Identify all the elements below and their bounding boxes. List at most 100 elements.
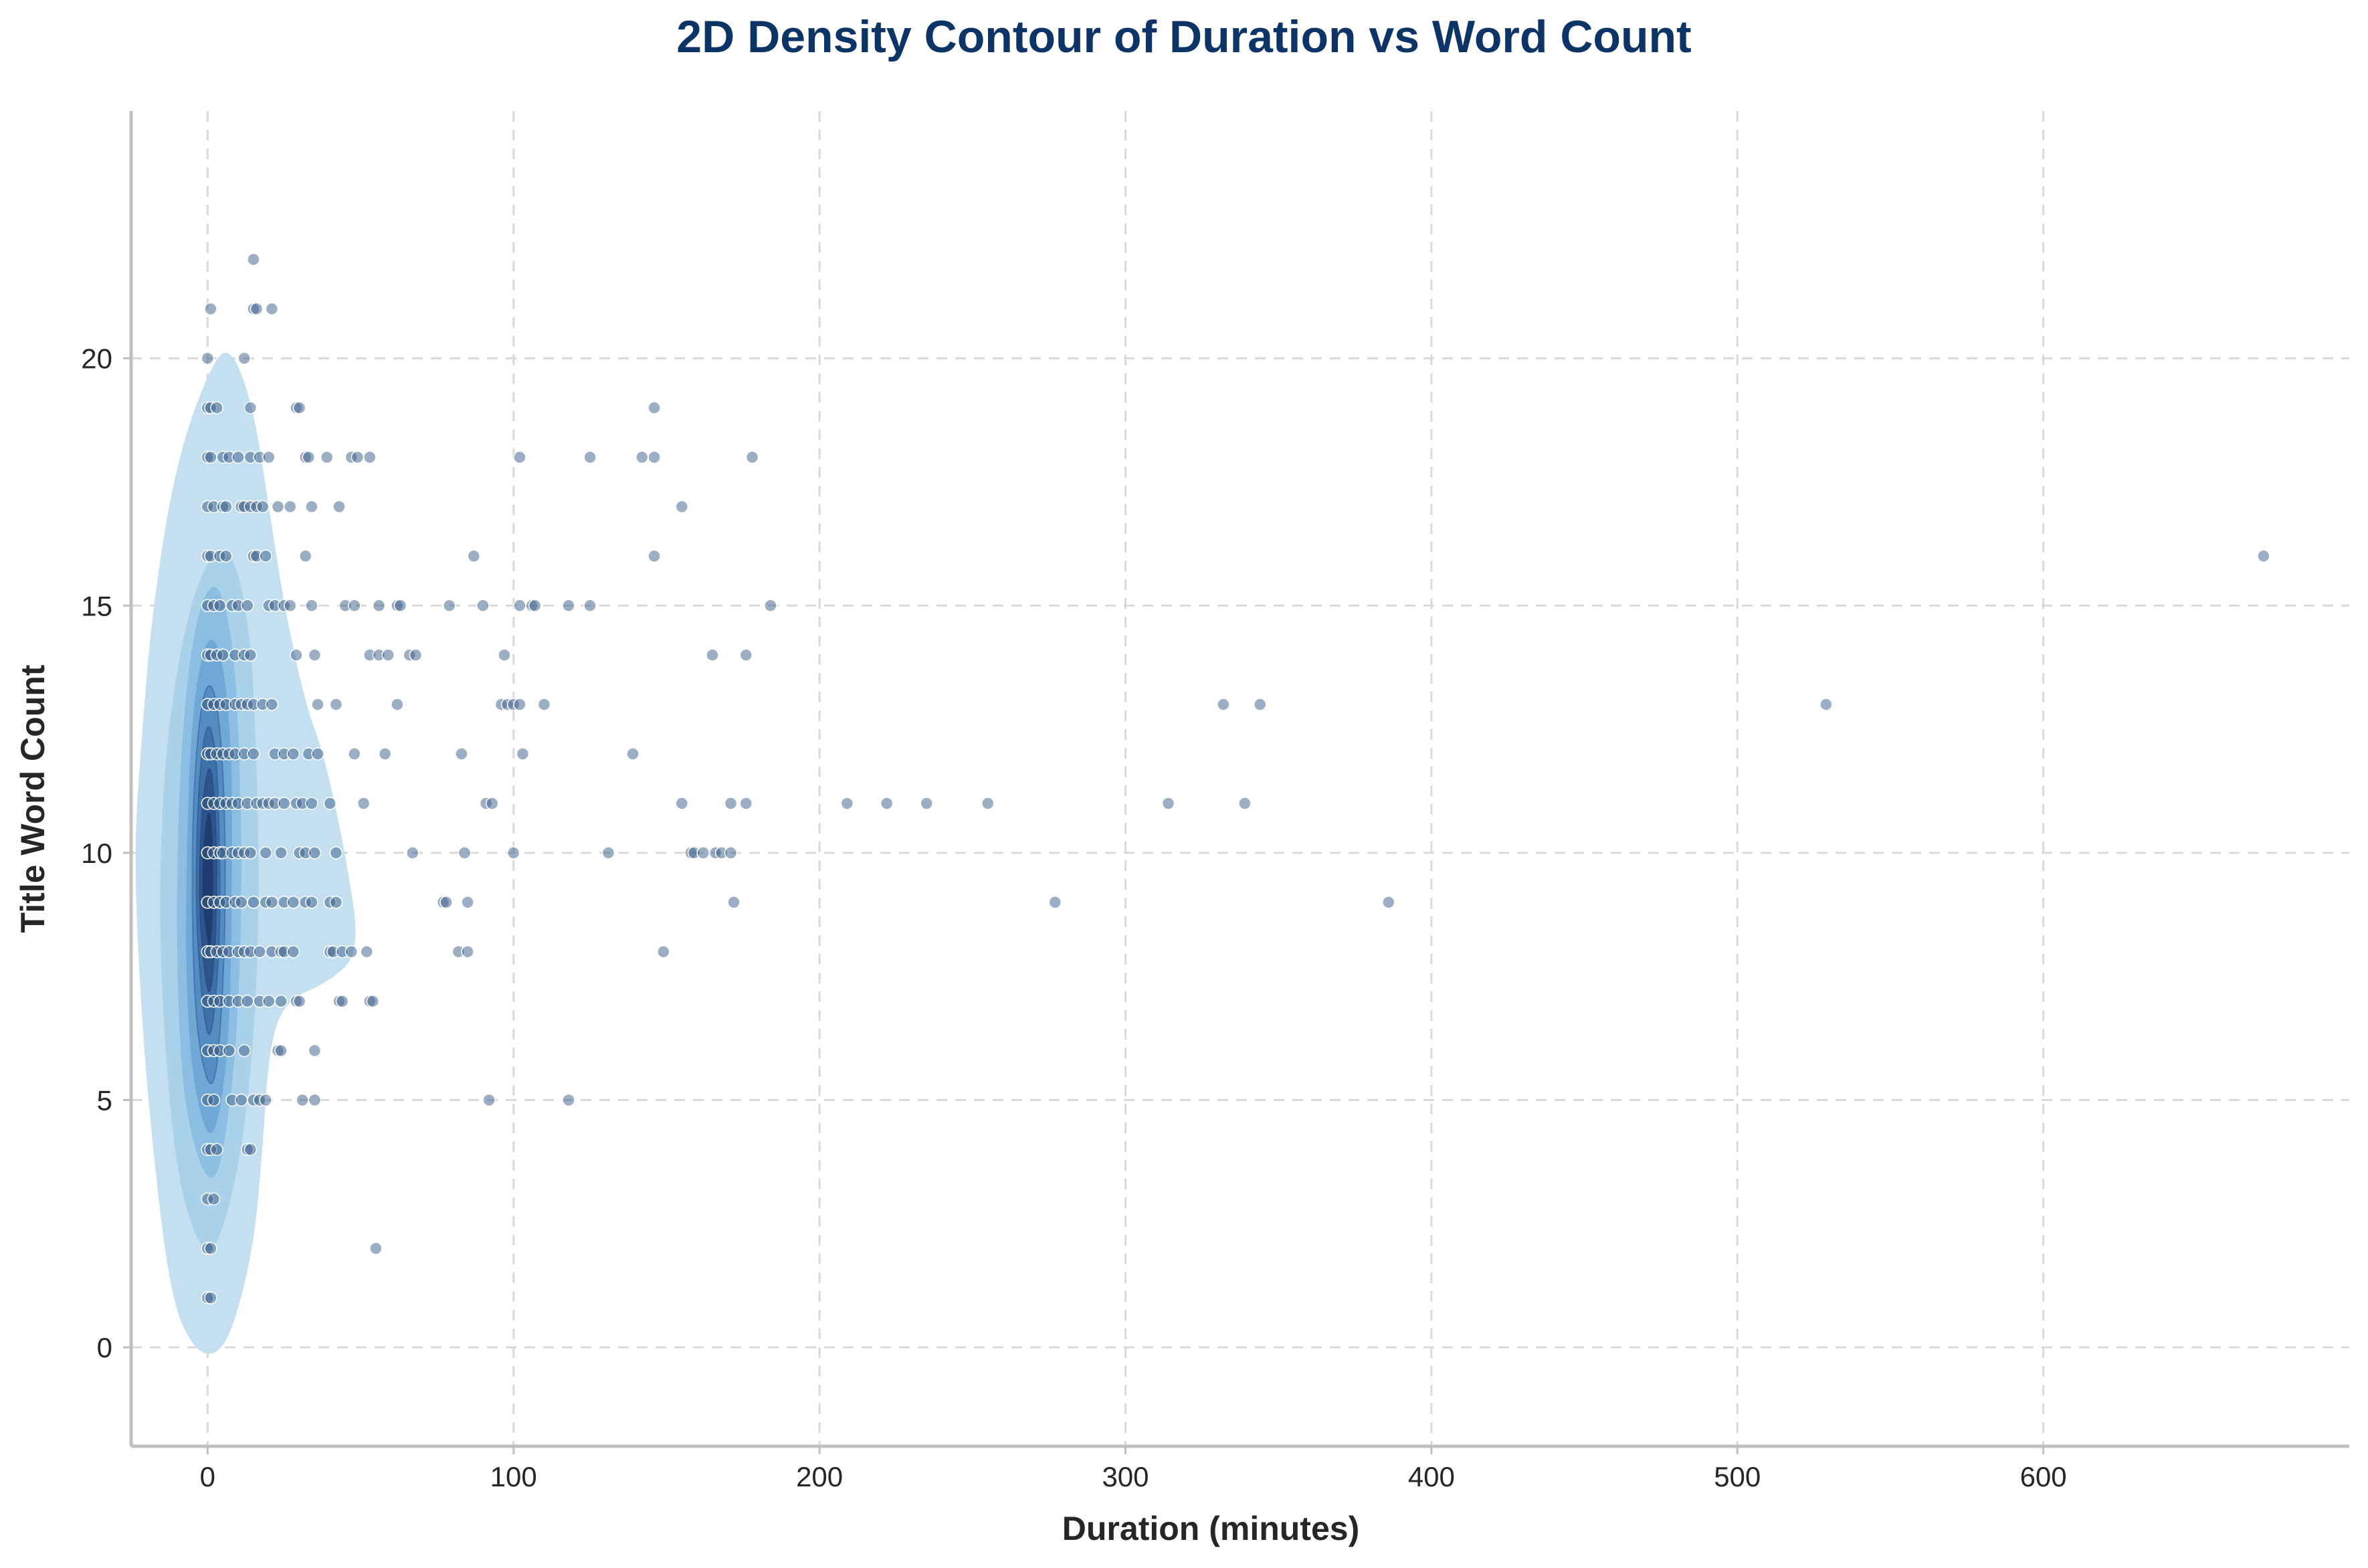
data-point [305,896,318,909]
data-point [513,698,526,711]
data-point [840,797,854,810]
data-point [357,797,371,810]
contour-level-8 [201,811,214,949]
data-point [381,648,395,662]
data-point [739,797,753,810]
data-point [298,549,312,563]
data-point [696,846,710,860]
data-point [528,599,542,613]
data-point [210,401,223,415]
data-point [305,500,318,514]
data-point [219,500,233,514]
data-point [296,1093,309,1107]
data-point [1217,698,1230,711]
chart-title: 2D Density Contour of Duration vs Word C… [676,11,1691,62]
data-point [243,846,258,860]
data-point [1238,797,1252,810]
data-point [292,401,306,415]
data-point [648,549,661,563]
data-point [406,846,419,860]
data-point [648,450,661,464]
data-point [231,450,245,464]
data-point [461,896,474,909]
data-point [286,945,300,959]
data-point [537,698,551,711]
data-point [583,599,597,613]
y-tick-label: 5 [97,1085,112,1116]
data-point [259,846,272,860]
data-point [745,450,759,464]
data-point [1253,698,1267,711]
data-point [262,994,276,1008]
data-point [213,599,227,613]
x-tick-label: 200 [796,1461,843,1492]
data-point [265,896,279,909]
data-point [1819,698,1833,711]
data-point [204,302,217,316]
data-point [626,747,639,761]
grid-lines [131,111,2349,1446]
data-point [439,896,453,909]
data-point [207,1093,221,1107]
scatter-points [201,253,2270,1304]
data-point [305,797,318,810]
data-point [311,698,324,711]
data-point [583,450,597,464]
y-tick-label: 20 [81,343,112,375]
data-point [409,648,423,662]
data-point [323,797,337,810]
y-tick-label: 10 [81,838,112,869]
data-point [391,698,404,711]
data-point [329,846,343,860]
data-point [348,599,361,613]
data-point [234,1093,248,1107]
data-point [210,1143,223,1157]
data-point [207,1192,221,1206]
data-point [739,648,753,662]
data-point [274,1044,288,1058]
data-point [372,599,386,613]
data-point [286,896,300,909]
data-point [259,1093,272,1107]
data-point [292,994,306,1008]
data-point [461,945,474,959]
data-point [562,599,575,613]
data-point [286,747,300,761]
x-tick-label: 500 [1714,1461,1761,1492]
data-point [348,747,361,761]
data-point [360,945,373,959]
x-axis-label: Duration (minutes) [1062,1510,1359,1547]
y-axis-label: Title Word Count [14,664,52,933]
data-point [467,549,481,563]
x-tick-label: 300 [1102,1461,1149,1492]
data-point [219,549,233,563]
data-point [237,351,251,365]
data-point [308,846,322,860]
data-point [363,450,377,464]
data-point [241,994,254,1008]
x-tick-label: 400 [1408,1461,1455,1492]
data-point [378,747,392,761]
data-point [247,747,260,761]
data-point [482,1093,496,1107]
data-point [498,648,511,662]
data-point [981,797,995,810]
data-point [393,599,407,613]
data-point [369,1242,383,1256]
data-point [201,351,215,365]
data-point [351,450,365,464]
data-point [243,1143,258,1157]
data-point [513,599,526,613]
data-point [657,945,670,959]
data-point [243,401,258,415]
data-point [204,1291,217,1304]
data-point [256,500,270,514]
data-point [284,599,297,613]
data-point [250,302,264,316]
data-point [724,846,738,860]
data-point [262,450,276,464]
data-point [302,450,316,464]
data-point [516,747,530,761]
data-point [308,1044,322,1058]
data-point [234,896,248,909]
